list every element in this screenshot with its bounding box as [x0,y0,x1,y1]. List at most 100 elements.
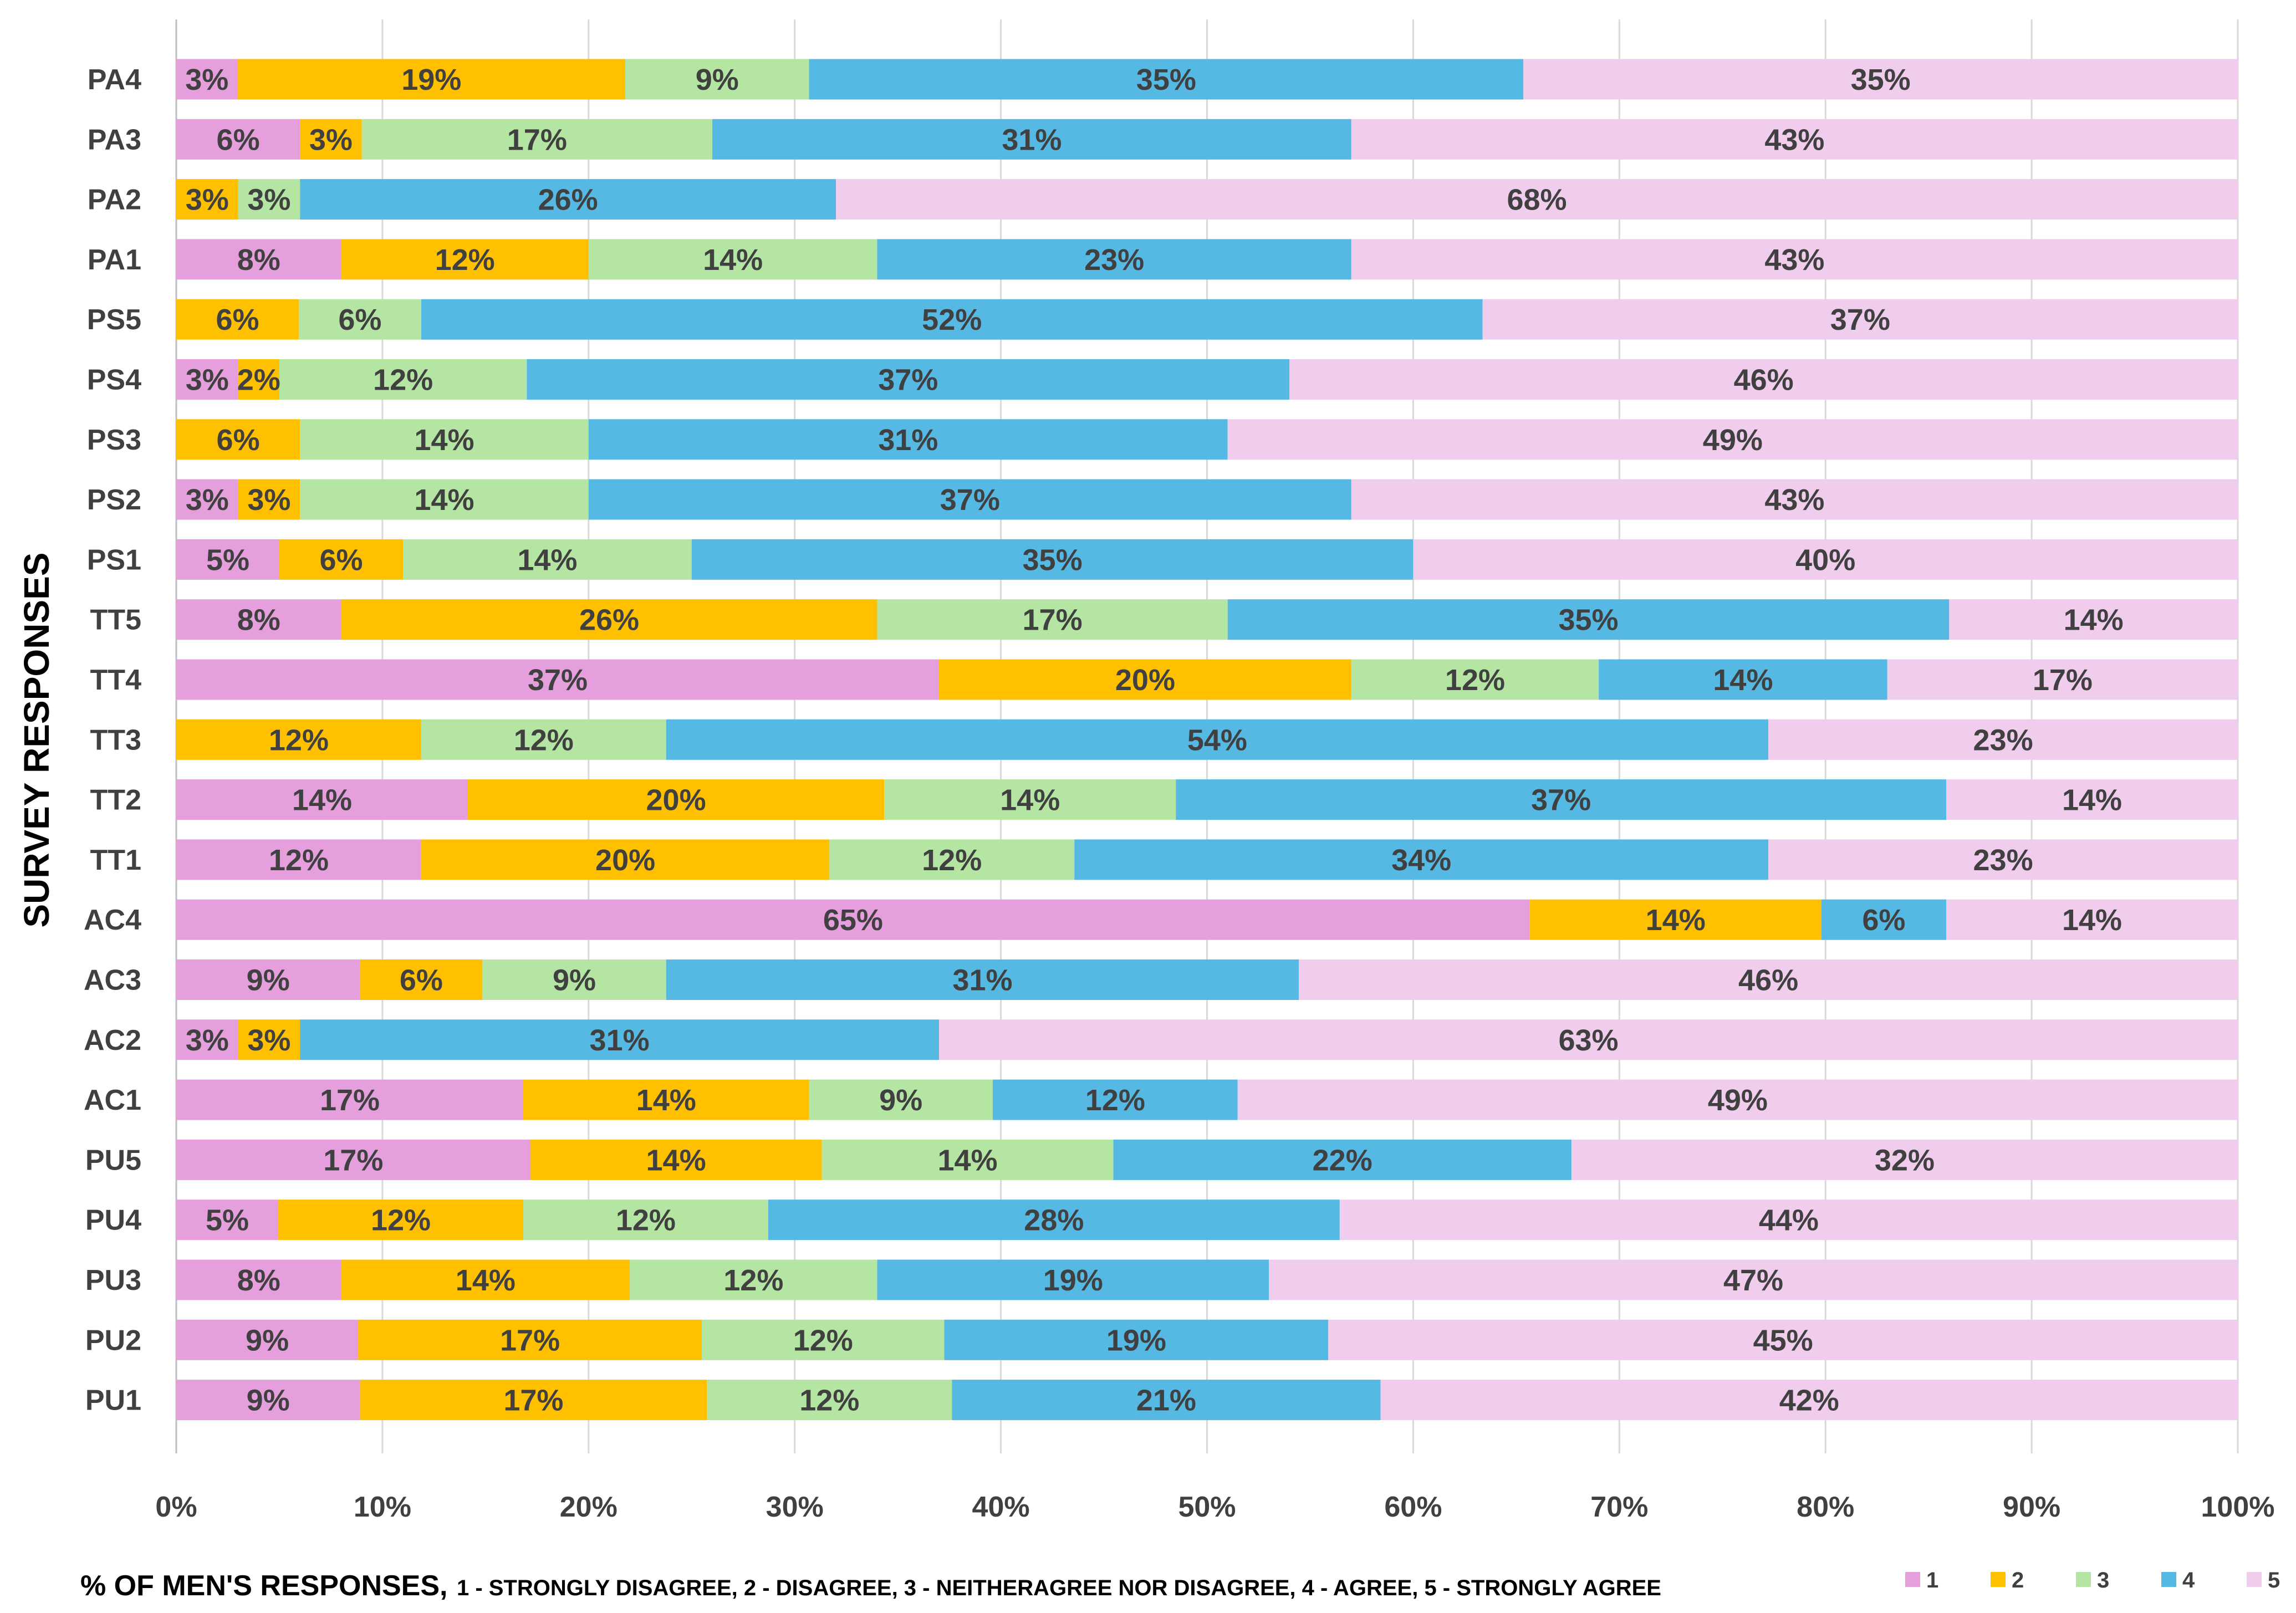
data-label: 37% [1830,303,1890,336]
legend-swatch [2247,1572,2262,1587]
data-label: 43% [1764,123,1824,156]
data-label: 9% [879,1084,922,1117]
bar-segment [877,1259,1269,1300]
bar-segment [1946,899,2238,940]
data-label: 3% [186,364,229,397]
bar-segment [1351,119,2238,160]
bar-segment [588,419,1228,460]
legend-label: 3 [2097,1568,2109,1592]
data-label: 3% [185,63,228,96]
bar-segment [403,539,692,580]
data-label: 23% [1084,243,1144,277]
data-label: 20% [595,844,655,877]
bar-segment [588,239,877,280]
bar-segment [467,779,885,820]
bar-segment [176,659,940,700]
category-label: TT3 [90,724,141,756]
x-tick-label: 10% [354,1491,411,1523]
category-label: AC2 [84,1024,141,1056]
legend-swatch [2161,1572,2176,1587]
data-label: 52% [922,303,982,336]
data-label: 17% [2033,663,2093,697]
legend-swatch [2076,1572,2091,1587]
legend-label: 1 [1926,1568,1938,1592]
bar-segment [809,1079,993,1120]
bar-segment [1237,1079,2238,1120]
bar-segment [1887,659,2238,700]
x-tick-label: 70% [1590,1491,1648,1523]
bar-segment [176,1079,523,1120]
data-label: 35% [1136,63,1196,96]
bar-segment [1113,1139,1572,1180]
bar-segment [1289,359,2238,400]
bar-segment [1351,239,2238,280]
bar-segment [176,1199,279,1241]
x-tick-label: 90% [2003,1491,2060,1523]
bar-segment [1571,1139,2238,1180]
data-label: 35% [1851,63,1911,96]
x-axis-title: % OF MEN'S RESPONSES, 1 - STRONGLY DISAG… [80,1570,1661,1602]
data-label: 5% [206,1204,249,1237]
bar-segment [238,359,279,400]
bar-segment [300,419,589,460]
bar-segment [176,179,238,220]
category-label: AC1 [84,1084,141,1116]
data-label: 3% [186,1024,229,1057]
bar-segment [176,479,238,520]
segment-labels: 3% 19% 9% 35% 35% 6% 3% 17% 31% 43% 3% 3% 26% 68% 8% 12… [185,63,2124,1417]
data-label: 12% [922,844,982,877]
data-label: 12% [514,723,574,757]
data-label: 14% [292,784,352,817]
bar-segment [300,119,362,160]
data-label: 6% [216,303,259,336]
data-label: 20% [1115,663,1175,697]
data-label: 17% [503,1384,563,1417]
bar-segment [666,959,1299,1000]
category-label: AC4 [84,904,141,936]
bar-segment [1482,299,2238,340]
bar-segment [176,1380,360,1421]
bar-segment [1351,659,1599,700]
data-label: 19% [1043,1264,1103,1297]
x-tick-label: 80% [1797,1491,1854,1523]
data-label: 40% [1795,543,1855,576]
bar-segment [176,239,341,280]
bar-segment [176,1019,238,1060]
bar-segment [176,359,238,400]
category-label: PS3 [87,424,141,456]
bar-segment [523,1079,809,1120]
data-label: 6% [217,423,260,457]
bars [176,59,2238,1421]
data-label: 3% [247,483,290,517]
data-label: 46% [1734,364,1794,397]
bar-segment [176,839,421,880]
data-label: 6% [217,123,260,156]
bar-segment [279,539,404,580]
legend-swatch [1991,1572,2006,1587]
data-label: 37% [878,364,938,397]
bar-segment [1380,1380,2238,1421]
y-axis-title: SURVEY RESPONSES [17,553,57,928]
category-label: PS2 [87,484,141,516]
data-label: 5% [206,543,249,576]
bar-segment [588,479,1351,520]
bar-segment [176,899,1530,940]
x-tick-label: 30% [766,1491,824,1523]
data-label: 3% [247,183,290,217]
data-label: 14% [2062,784,2122,817]
bar-segment [939,659,1351,700]
data-label: 35% [1558,604,1618,637]
bar-segment [482,959,666,1000]
data-label: 19% [401,63,461,96]
category-label: PA4 [88,64,141,96]
data-label: 14% [2062,904,2122,937]
bar-segment [625,59,809,100]
data-label: 12% [616,1204,676,1237]
data-label: 14% [1000,784,1060,817]
data-label: 43% [1764,483,1824,517]
category-label: TT1 [90,844,141,876]
data-label: 22% [1313,1144,1373,1177]
bar-segment [630,1259,877,1300]
data-label: 42% [1779,1384,1839,1417]
bar-segment [1529,899,1822,940]
